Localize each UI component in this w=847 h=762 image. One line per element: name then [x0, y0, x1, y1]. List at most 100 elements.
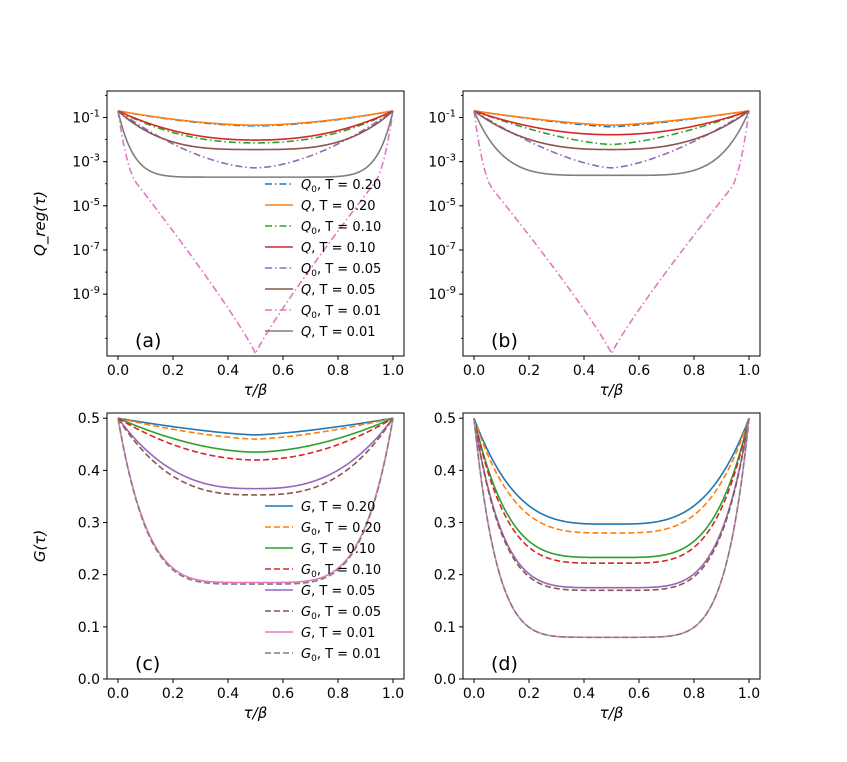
series-line: [117, 417, 394, 440]
y-axis-label: G(τ): [31, 530, 49, 562]
series-line: [473, 110, 750, 136]
x-tick-label: 0.6: [628, 363, 650, 379]
x-tick-label: 0.4: [217, 686, 239, 702]
legend-symbol: Q: [301, 199, 311, 214]
legend-entry: Q, T = 0.05: [301, 283, 376, 298]
axes-frame: [106, 90, 405, 357]
y-tick-base: 10: [72, 155, 90, 171]
x-tick-label: 1.0: [382, 363, 404, 379]
series-line: [473, 418, 750, 565]
x-tick-label: 0.6: [628, 686, 650, 702]
series-line: [473, 110, 750, 127]
legend-subscript: 0: [311, 227, 317, 237]
y-tick-label: 0.0: [434, 672, 456, 688]
y-tick-label: 0.0: [78, 672, 100, 688]
x-tick-label: 1.0: [738, 686, 760, 702]
y-tick-exponent: -1: [446, 109, 456, 120]
y-tick-label: 0.1: [78, 620, 100, 636]
y-tick-base: 10: [72, 243, 90, 259]
legend-subscript: 0: [311, 612, 317, 622]
series-line: [473, 418, 750, 559]
series-line: [117, 110, 394, 151]
legend-entry: G0, T = 0.20: [301, 521, 381, 538]
x-tick-label: 0.8: [327, 686, 349, 702]
x-tick-label: 0.0: [463, 686, 485, 702]
series-line: [473, 417, 750, 534]
legend-symbol: Q: [301, 178, 311, 193]
y-tick-label: 0.1: [434, 620, 456, 636]
legend-temperature: , T = 0.01: [311, 626, 375, 641]
legend-entry: Q, T = 0.10: [301, 241, 376, 256]
legend-symbol: Q: [301, 304, 311, 319]
panel-label: (d): [491, 653, 518, 675]
x-tick-label: 0.0: [107, 686, 129, 702]
y-tick-exponent: -1: [90, 109, 100, 120]
series-group: [117, 110, 394, 356]
legend-entry: Q0, T = 0.20: [301, 178, 381, 195]
series-line: [473, 418, 750, 589]
legend-symbol: G: [301, 500, 311, 515]
x-tick-label: 0.2: [518, 363, 540, 379]
legend-entry: Q, T = 0.20: [301, 199, 376, 214]
legend-entry: G, T = 0.01: [301, 626, 375, 641]
series-line: [473, 110, 750, 177]
y-tick-label: 0.4: [434, 463, 456, 479]
x-tick-label: 0.0: [463, 363, 485, 379]
y-tick-exponent: -3: [90, 153, 100, 164]
series-line: [117, 417, 394, 461]
x-axis-label: τ/β: [600, 381, 624, 399]
y-tick-label: 10-5: [72, 197, 100, 215]
y-tick-label: 0.3: [434, 516, 456, 532]
y-tick-exponent: -7: [90, 241, 100, 252]
y-tick-exponent: -7: [446, 241, 456, 252]
x-tick-label: 0.8: [683, 686, 705, 702]
y-tick-label: 0.2: [78, 568, 100, 584]
legend-entry: Q0, T = 0.10: [301, 220, 381, 237]
legend-temperature: , T = 0.10: [317, 220, 381, 235]
panel-b: 0.0 0.2 0.4 0.6 0.8 1.010-110-310-510-710-9τ/…: [428, 90, 761, 399]
legend-temperature: , T = 0.20: [311, 500, 375, 515]
y-tick-label: 10-3: [72, 153, 100, 171]
legend-symbol: Q: [301, 220, 311, 235]
series-line: [117, 417, 394, 496]
x-tick-label: 0.8: [327, 363, 349, 379]
series-line: [473, 418, 750, 592]
panel-label: (a): [135, 330, 161, 352]
legend-symbol: Q: [301, 283, 311, 298]
series-line: [473, 110, 750, 146]
legend-temperature: , T = 0.01: [317, 304, 381, 319]
legend-entry: G0, T = 0.01: [301, 647, 381, 664]
panel-a: 0.0 0.2 0.4 0.6 0.8 1.010-110-310-510-710-9τ/…: [31, 90, 405, 399]
y-tick-exponent: -9: [90, 285, 100, 296]
series-line: [117, 417, 394, 453]
panel-c: 0.0 0.2 0.4 0.6 0.8 1.0 0.0 0.1 0.2 0.3 0.4 0.5 τ/β G…: [31, 411, 405, 722]
x-tick-label: 0.2: [162, 686, 184, 702]
series-line: [117, 110, 394, 178]
y-tick-label: 0.5: [78, 411, 100, 427]
legend-entry: G0, T = 0.05: [301, 605, 381, 622]
y-tick-label: 10-7: [72, 241, 100, 259]
legend-symbol: G: [301, 647, 311, 662]
x-tick-label: 1.0: [382, 686, 404, 702]
legend-temperature: , T = 0.01: [311, 325, 375, 340]
x-tick-label: 0.6: [272, 363, 294, 379]
y-tick-label: 0.4: [78, 463, 100, 479]
legend-temperature: , T = 0.05: [311, 283, 375, 298]
y-tick-base: 10: [72, 199, 90, 215]
x-tick-label: 0.2: [518, 686, 540, 702]
series-group: [473, 110, 750, 356]
x-axis-label: τ/β: [244, 704, 268, 722]
y-tick-label: 10-7: [428, 241, 456, 259]
legend-entry: Q, T = 0.01: [301, 325, 376, 340]
legend-symbol: Q: [301, 241, 311, 256]
panel-label: (b): [491, 330, 518, 352]
y-tick-label: 10-3: [428, 153, 456, 171]
y-tick-base: 10: [72, 287, 90, 303]
series-line: [117, 417, 394, 436]
x-tick-label: 0.0: [107, 363, 129, 379]
legend-subscript: 0: [311, 528, 317, 538]
y-tick-label: 10-9: [428, 285, 456, 303]
legend-subscript: 0: [311, 185, 317, 195]
